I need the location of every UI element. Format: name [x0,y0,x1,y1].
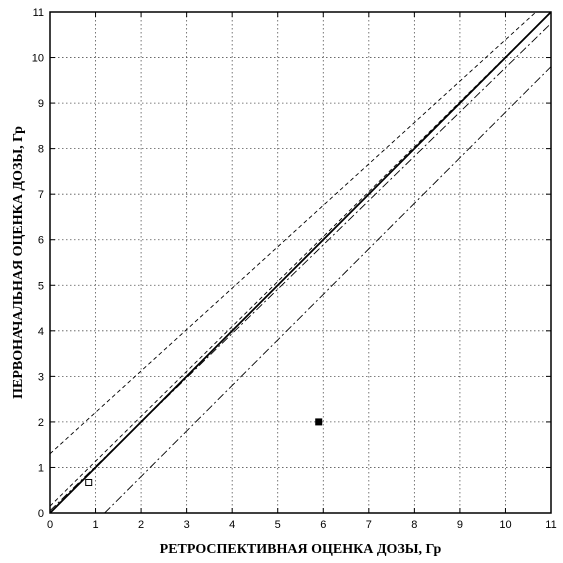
data-point-0 [85,478,93,486]
x-axis-title: РЕТРОСПЕКТИВНАЯ ОЦЕНКА ДОЗЫ, Гр [160,542,442,557]
x-tick-label-2: 2 [138,519,144,531]
y-tick-label-3: 3 [38,371,44,383]
data-points [85,418,323,486]
y-tick-label-0: 0 [38,508,44,520]
y-tick-label-9: 9 [38,98,44,110]
x-tick-label-11: 11 [545,519,556,531]
series-line-2 [50,12,537,455]
y-tick-label-1: 1 [38,462,44,474]
data-point-1 [315,418,323,426]
x-tick-label-4: 4 [229,519,235,531]
grid [50,12,551,513]
plot-frame [49,11,552,514]
y-tick-label-11: 11 [33,7,44,19]
y-axis-title: ПЕРВОНАЧАЛЬНАЯ ОЦЕНКА ДОЗЫ, Гр [11,126,26,399]
series-line-4 [50,12,551,507]
y-tick-label-4: 4 [38,326,44,338]
x-tick-label-5: 5 [275,519,281,531]
x-tick-label-8: 8 [411,519,417,531]
x-tick-label-0: 0 [47,519,53,531]
x-tick-label-3: 3 [184,519,190,531]
y-tick-label-6: 6 [38,235,44,247]
x-tick-label-7: 7 [366,519,372,531]
y-tick-label-5: 5 [38,280,44,292]
x-tick-label-10: 10 [499,519,511,531]
x-tick-label-6: 6 [320,519,326,531]
x-tick-label-9: 9 [457,519,463,531]
x-tick-label-1: 1 [92,519,98,531]
y-tick-label-10: 10 [32,53,44,65]
series-lines [50,12,551,513]
y-tick-label-2: 2 [38,417,44,429]
y-tick-label-7: 7 [38,189,44,201]
y-tick-label-8: 8 [38,144,44,156]
series-line-3 [104,66,551,513]
series-line-1 [50,23,551,512]
tick-labels: 0 1 2 3 4 5 6 7 8 9 10 11 0 1 2 3 4 5 6 7 8 9 10 11 [32,7,557,531]
